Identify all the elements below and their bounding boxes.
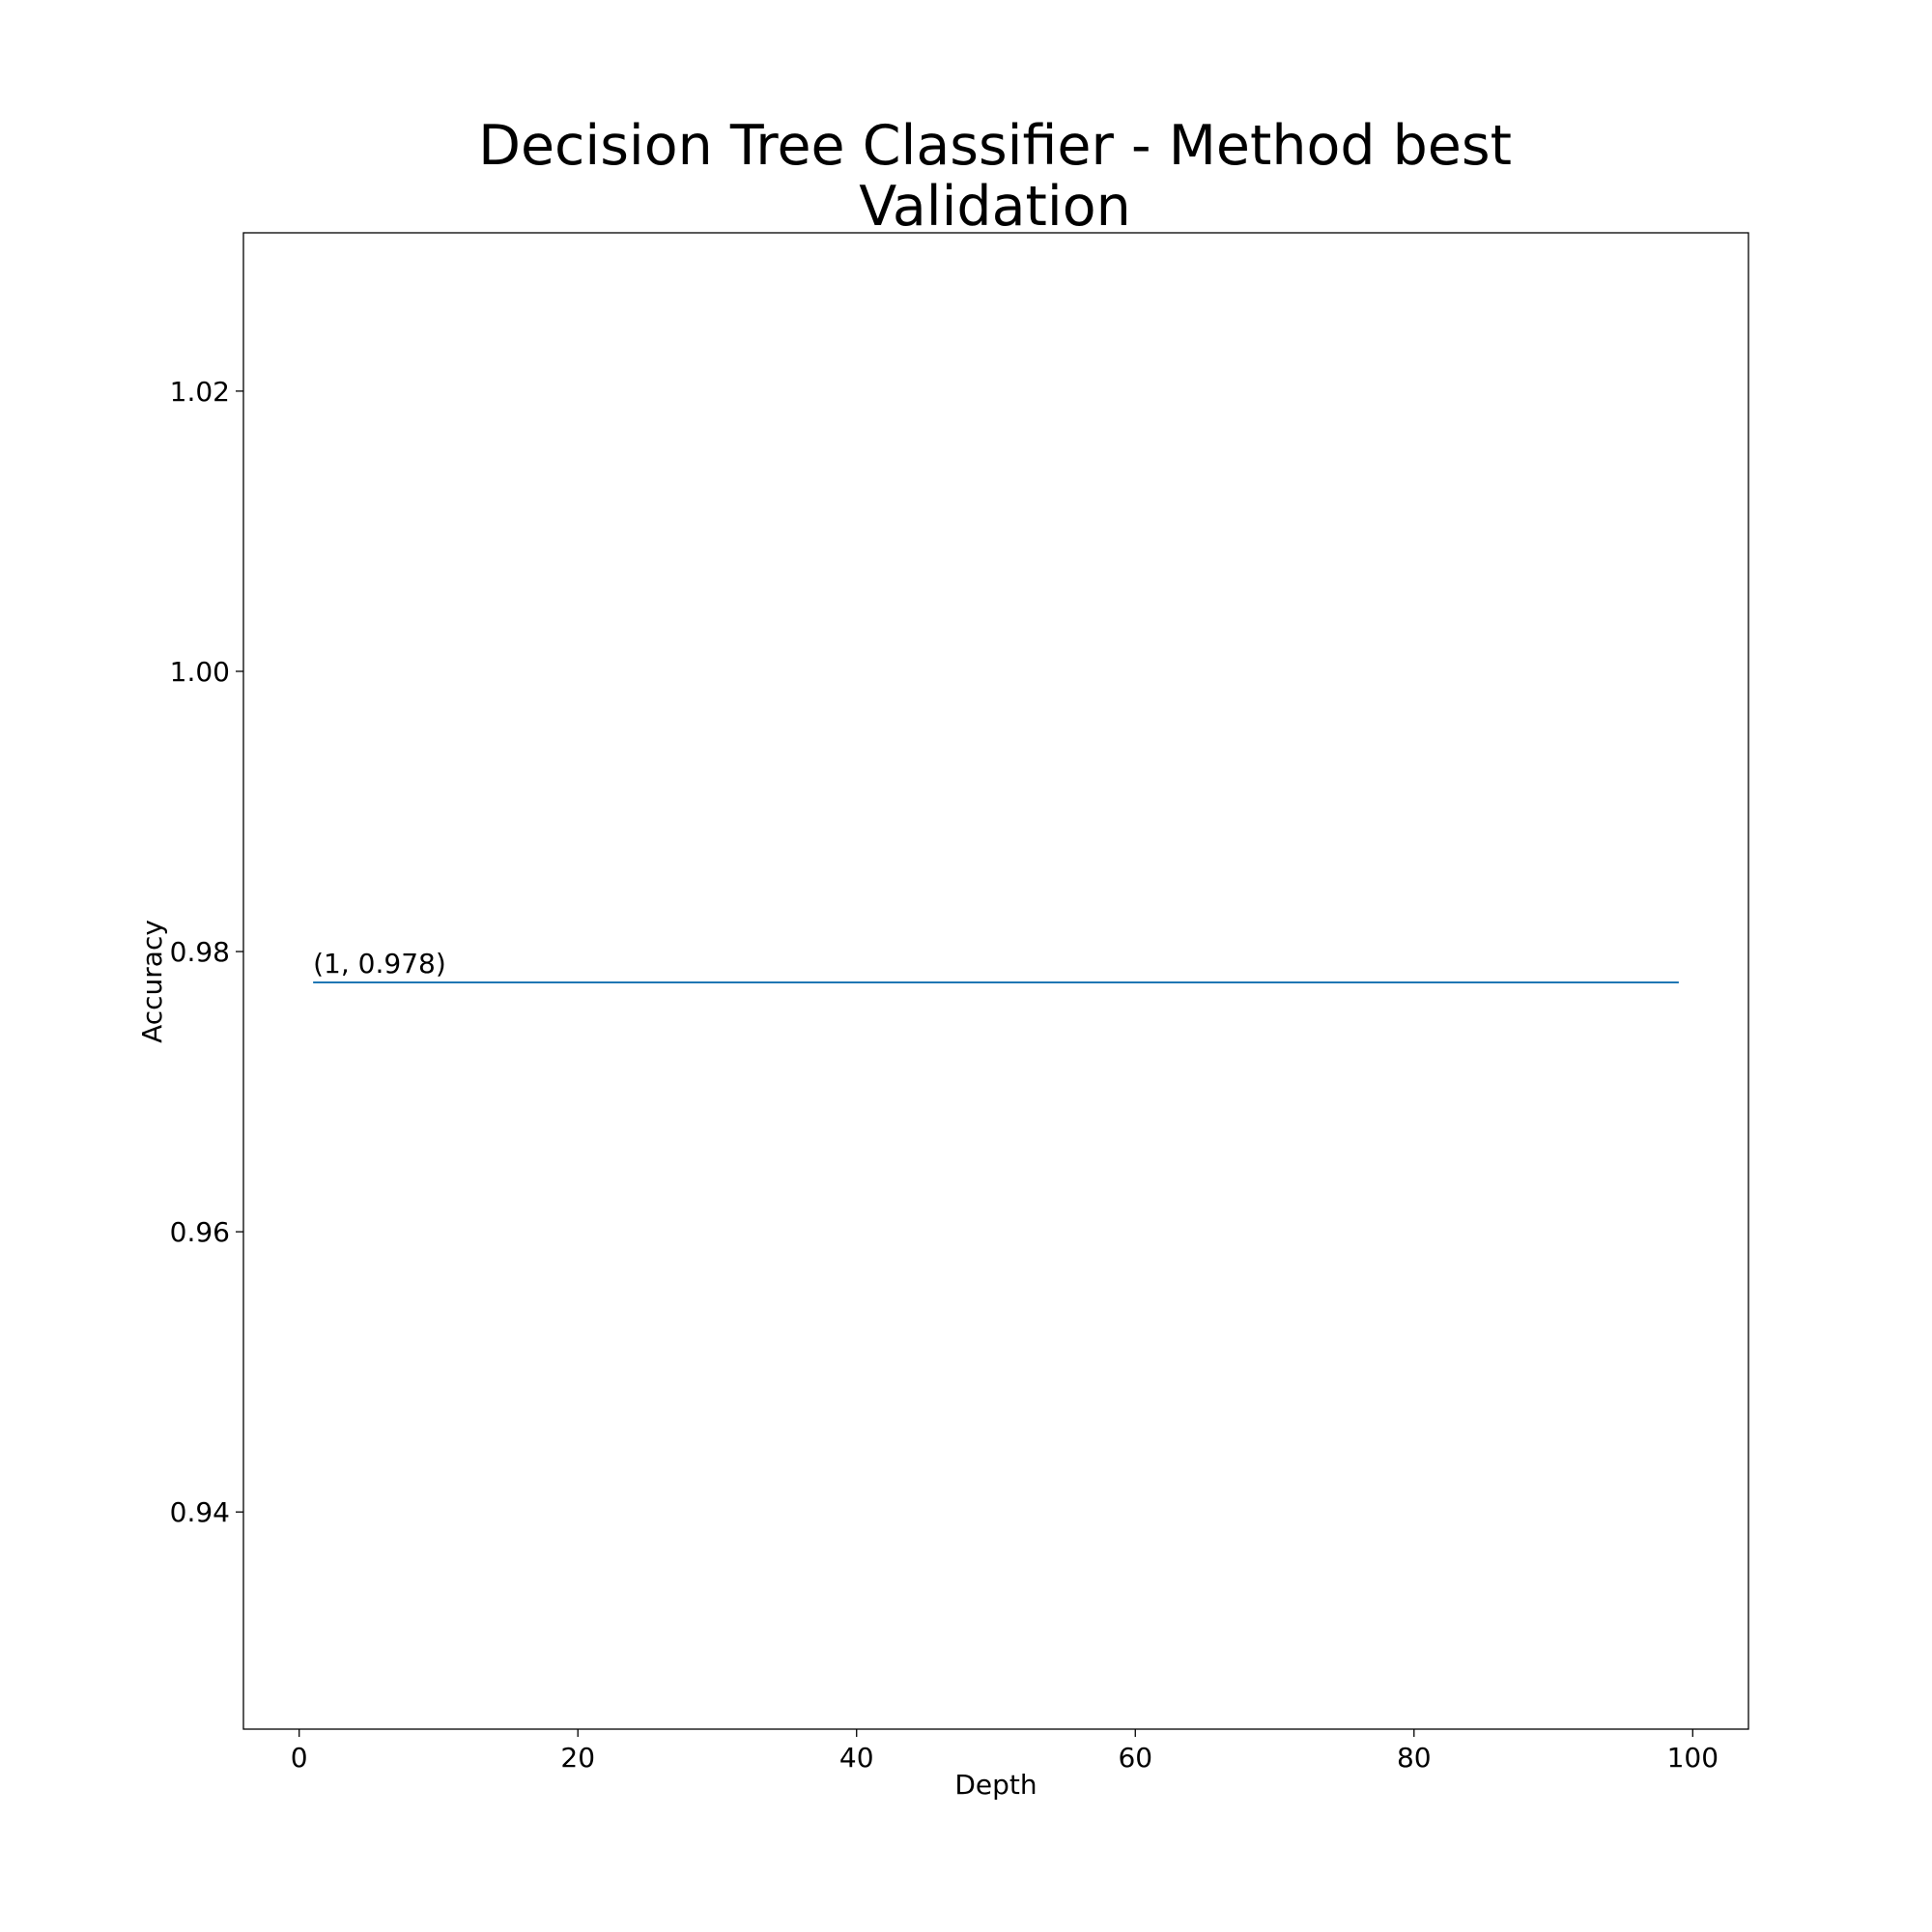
y-tick-label: 0.98 — [170, 936, 230, 968]
chart-title-line-2: Validation — [859, 175, 1130, 239]
x-tick-label: 40 — [839, 1742, 874, 1774]
data-annotation: (1, 0.978) — [313, 948, 446, 980]
x-tick-label: 100 — [1667, 1742, 1719, 1774]
plot-frame — [242, 232, 1749, 1730]
y-tick-label: 0.94 — [170, 1496, 230, 1528]
x-tick-label: 20 — [560, 1742, 595, 1774]
y-tick-label: 1.02 — [170, 376, 230, 408]
plot-area: (1, 0.978) — [313, 948, 1679, 983]
x-tick-label: 0 — [291, 1742, 308, 1774]
y-axis-label: Accuracy — [136, 920, 168, 1043]
x-tick-label: 60 — [1118, 1742, 1152, 1774]
y-tick-label: 0.96 — [170, 1216, 230, 1248]
x-tick-label: 80 — [1397, 1742, 1432, 1774]
y-tick-label: 1.00 — [170, 656, 230, 688]
x-axis-label: Depth — [954, 1769, 1037, 1801]
chart-title-line-1: Decision Tree Classifier - Method best — [478, 114, 1512, 178]
